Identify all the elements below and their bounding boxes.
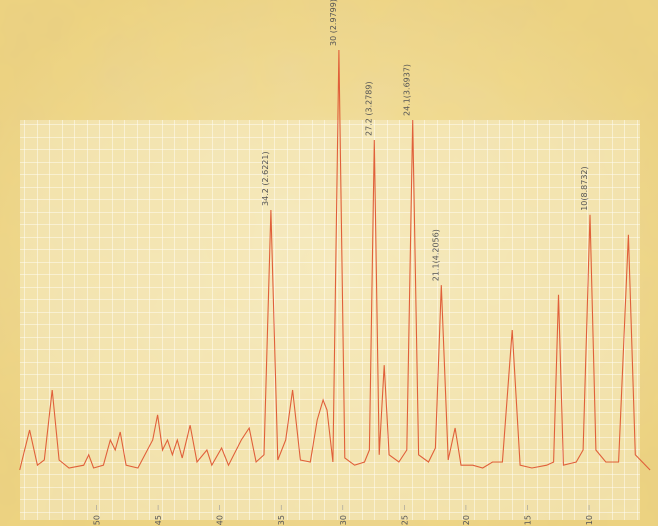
peak-label: 27.2 (3.2789) (364, 81, 373, 136)
page: 50 45 40 35 30 25 20 15 10 34.2 (2.6221) 30 (2.979… (0, 0, 658, 526)
x-tick-label: 20 (462, 515, 471, 525)
x-tick-label: 10 (585, 515, 594, 525)
x-tick-label: 45 (154, 515, 163, 525)
chart: 50 45 40 35 30 25 20 15 10 34.2 (2.6221) 30 (2.979… (0, 0, 658, 526)
peak-label: 30 (2.9799) (329, 0, 338, 46)
x-tick-label: 30 (339, 515, 348, 525)
x-tick-label: 50 (93, 515, 102, 525)
x-tick-label: 25 (400, 515, 409, 525)
x-tick-label: 15 (523, 515, 532, 525)
peak-label: 34.2 (2.6221) (261, 151, 270, 206)
peak-label: 10(8.8732) (580, 166, 589, 210)
peak-label: 24.1(3.6937) (403, 64, 412, 116)
grid (20, 120, 640, 520)
peak-label: 21.1(4.2056) (431, 229, 440, 281)
x-tick-label: 35 (277, 515, 286, 525)
x-tick-label: 40 (216, 515, 225, 525)
